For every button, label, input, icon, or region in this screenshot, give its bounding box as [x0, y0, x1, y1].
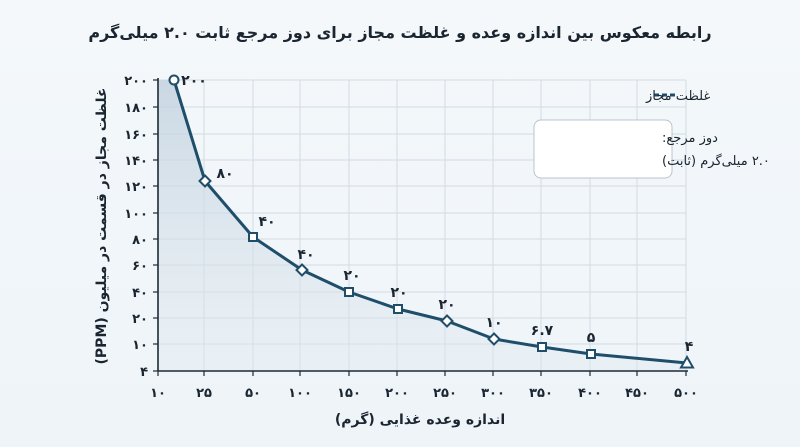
x-tick-label: ۲۰۰ — [385, 386, 409, 401]
annotation-line-1: دوز مرجع: — [662, 131, 718, 146]
data-label: ۱۰ — [485, 315, 502, 331]
annotation-line-2: ۲.۰ میلی‌گرم (ثابت) — [662, 153, 770, 169]
y-tick-label: ۱۸۰ — [124, 101, 148, 116]
data-label: ۲۰ — [438, 297, 455, 313]
data-label: ۲۰ — [343, 268, 360, 284]
x-tick-label: ۱۵۰ — [337, 386, 361, 401]
data-labels: ۲۰۰ ۸۰ ۴۰ ۴۰ ۲۰ ۲۰ ۲۰ ۱۰ ۶.۷ ۵ ۴ — [181, 73, 694, 355]
marker-square — [248, 232, 258, 242]
y-tick-label: ۶۰ — [132, 259, 148, 274]
x-tick-label: ۵۰ — [245, 386, 261, 401]
x-tick-label: ۳۰۰ — [481, 386, 505, 401]
marker-triangle — [679, 354, 695, 369]
x-tick-label: ۴۵۰ — [625, 386, 649, 401]
x-tick-label: ۲۵۰ — [433, 386, 457, 401]
x-tick-label: ۲۵ — [196, 386, 212, 401]
marker-square — [586, 349, 596, 359]
legend: غلظت مجاز — [645, 89, 710, 104]
x-tick-label: ۴۰۰ — [578, 386, 602, 401]
y-tick-label: ۲۰۰ — [124, 74, 148, 89]
data-label: ۴۰ — [258, 214, 275, 230]
y-tick-label: ۱۶۰ — [124, 128, 148, 143]
data-label: ۴۰ — [297, 247, 314, 263]
x-tick-label: ۵۰۰ — [674, 386, 698, 401]
markers — [168, 74, 695, 369]
y-tick-label: ۱۲۰ — [124, 180, 148, 195]
data-label: ۲۰۰ — [181, 73, 207, 89]
y-tick-label: ۱۴۰ — [124, 154, 148, 169]
x-tick-label: ۳۵۰ — [529, 386, 553, 401]
annotation-frame — [533, 119, 673, 179]
y-tick-label: ۱۰۰ — [124, 207, 148, 222]
data-label: ۴ — [685, 339, 694, 355]
y-tick-label: ۸۰ — [132, 233, 148, 248]
marker-square — [393, 304, 403, 314]
marker-diamond — [440, 314, 454, 328]
x-axis-title: اندازه وعده غذایی (گرم) — [335, 411, 505, 428]
marker-diamond — [295, 263, 309, 277]
legend-label: غلظت مجاز — [645, 89, 710, 104]
data-label: ۲۰ — [390, 285, 407, 301]
axes — [153, 78, 688, 376]
data-label: ۶.۷ — [531, 323, 554, 339]
x-tick-label: ۱۰۰ — [288, 386, 312, 401]
chart-title: رابطه معکوس بین اندازه وعده و غلظت مجاز … — [88, 23, 711, 42]
area-fill — [158, 80, 687, 371]
x-tick-label: ۱۰ — [150, 386, 166, 401]
data-label: ۵ — [587, 330, 596, 346]
marker-square — [344, 287, 354, 297]
y-tick-label: ۱۰ — [132, 338, 148, 353]
marker-diamond — [198, 174, 212, 188]
y-tick-label: ۴۰ — [132, 286, 148, 301]
y-axis-title: غلظت مجاز در قسمت در میلیون (PPM) — [94, 88, 110, 365]
marker-diamond — [487, 332, 501, 346]
y-tick-label: ۲۰ — [132, 312, 148, 327]
data-label: ۸۰ — [216, 166, 233, 182]
marker-circle — [168, 74, 180, 86]
marker-square — [537, 342, 547, 352]
y-tick-label: ۴ — [140, 365, 148, 380]
annotation-box: دوز مرجع: ۲.۰ میلی‌گرم (ثابت) — [533, 119, 770, 179]
